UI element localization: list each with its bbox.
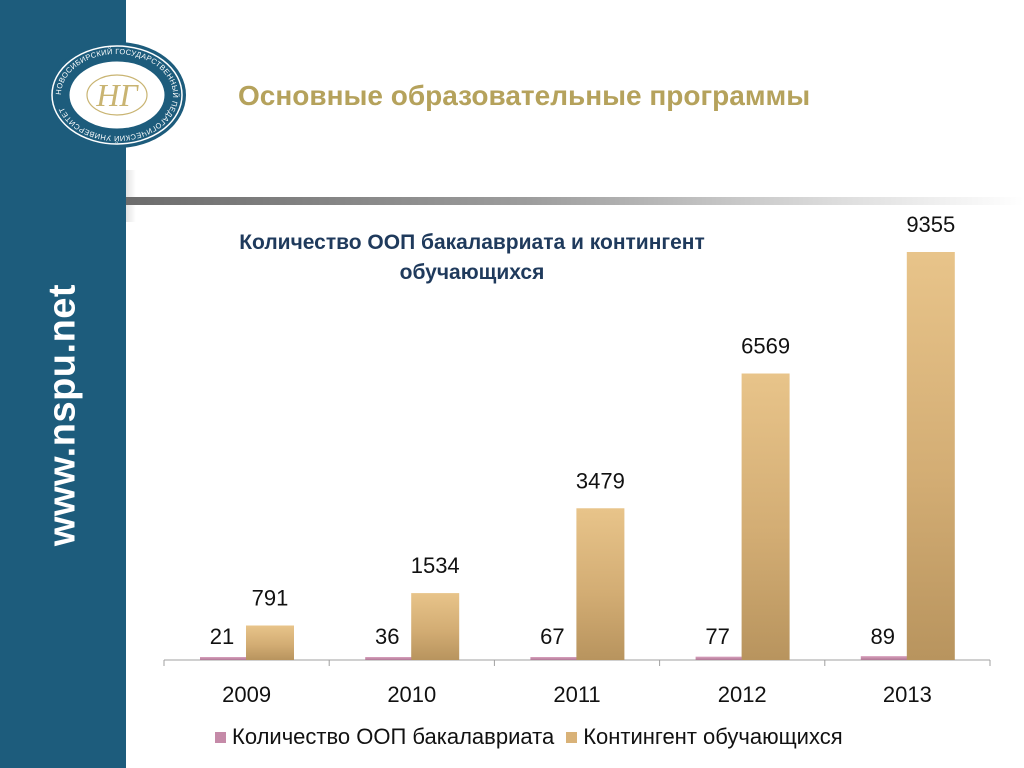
x-tick-label: 2013 [883,682,932,707]
x-tick-label: 2009 [222,682,271,707]
data-label-programs: 36 [375,624,399,649]
divider-shadow [126,170,136,222]
university-seal-logo: НОВОСИБИРСКИЙ ГОСУДАРСТВЕННЫЙ ПЕДАГОГИЧЕ… [48,42,186,148]
bar-students [741,373,790,660]
bar-programs [530,657,579,660]
bar-students [906,252,955,660]
bar-students [576,508,625,660]
seal-monogram: НГ [95,77,139,113]
legend-swatch-students [566,731,578,743]
slide-title: Основные образовательные программы [238,80,811,111]
legend-swatch-programs [215,731,226,743]
data-label-students: 1534 [411,553,460,578]
data-label-students: 791 [252,586,289,611]
data-label-students: 9355 [906,212,955,237]
data-label-programs: 89 [871,624,895,649]
x-tick-label: 2011 [553,682,600,707]
bar-programs [200,657,248,660]
data-label-programs: 67 [540,624,564,649]
x-tick-label: 2010 [387,682,436,707]
bar-programs [860,656,909,660]
bar-students [411,593,460,660]
data-label-students: 6569 [741,334,790,359]
chart-legend: Количество ООП бакалавриата Контингент о… [215,724,855,750]
data-label-programs: 21 [210,624,234,649]
title-divider [126,197,1024,205]
legend-item-students: Контингент обучающихся [566,724,843,750]
bar-programs [365,657,414,660]
legend-item-programs: Количество ООП бакалавриата [215,724,554,750]
bar-programs [695,656,744,660]
data-label-programs: 77 [705,624,729,649]
x-tick-label: 2012 [718,682,767,707]
legend-label-students: Контингент обучающихся [583,724,843,749]
data-label-students: 3479 [576,468,625,493]
chart-title: Количество ООП бакалавриата и контингент… [239,231,705,284]
legend-label-programs: Количество ООП бакалавриата [232,724,555,749]
bar-students [246,625,294,660]
